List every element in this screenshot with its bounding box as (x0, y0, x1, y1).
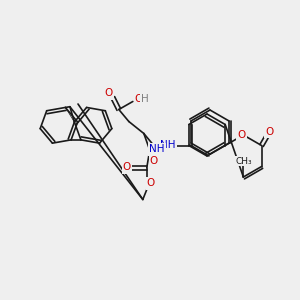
Text: NH: NH (160, 140, 176, 151)
Text: O: O (135, 94, 143, 103)
Text: O: O (147, 178, 155, 188)
Text: O: O (123, 163, 131, 172)
Text: O: O (266, 127, 274, 136)
Text: H: H (141, 94, 149, 103)
Text: O: O (237, 130, 245, 140)
Text: CH₃: CH₃ (235, 157, 252, 166)
Text: O: O (150, 155, 158, 166)
Text: NH: NH (149, 145, 165, 154)
Text: O: O (105, 88, 113, 98)
